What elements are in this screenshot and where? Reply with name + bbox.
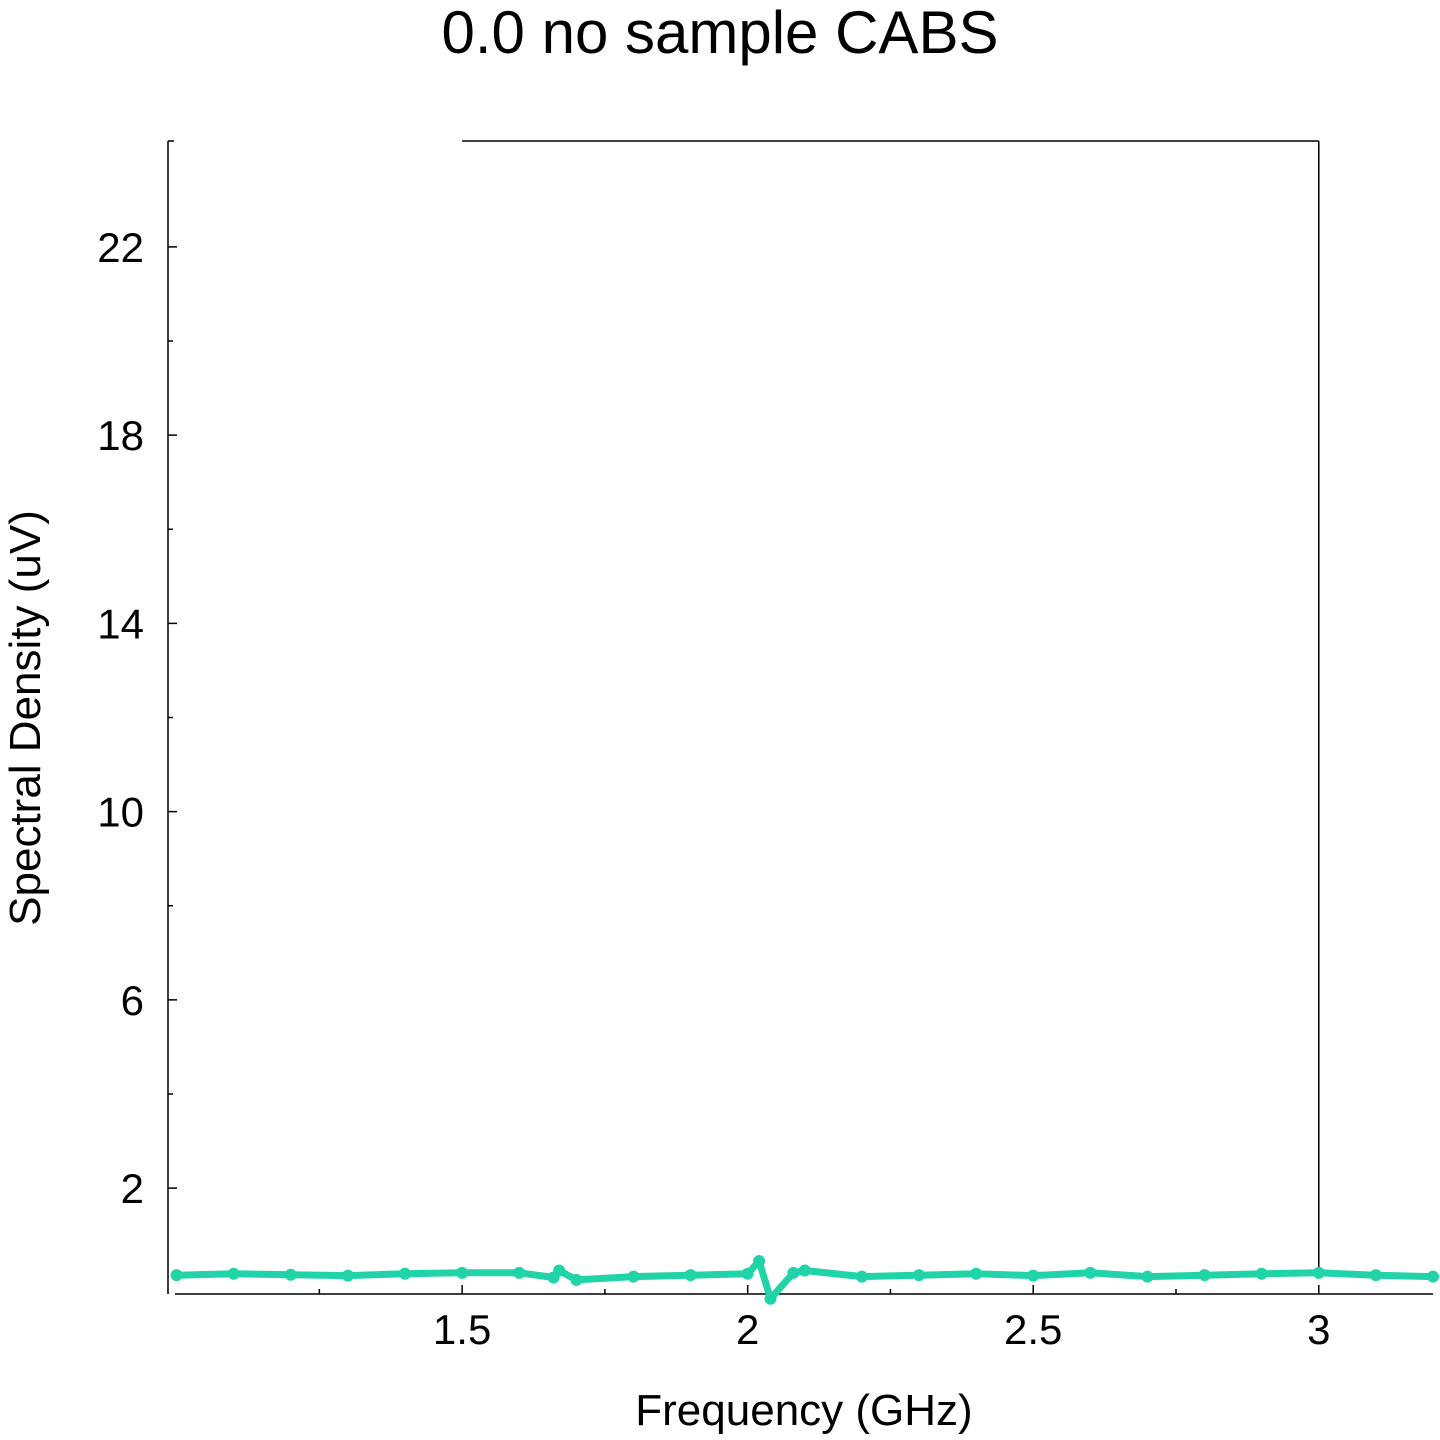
y-tick-label: 6	[121, 977, 144, 1024]
y-tick-label: 18	[97, 412, 144, 459]
data-point	[513, 1266, 526, 1279]
data-point	[627, 1270, 640, 1283]
data-point	[1084, 1266, 1097, 1279]
data-points	[170, 1255, 1439, 1305]
data-point	[284, 1268, 297, 1281]
data-point	[1427, 1270, 1439, 1283]
data-point	[570, 1273, 583, 1286]
data-point	[399, 1267, 412, 1280]
y-tick-label: 14	[97, 600, 144, 647]
data-point	[1141, 1270, 1154, 1283]
y-tick-label: 10	[97, 789, 144, 836]
data-point	[1198, 1269, 1211, 1282]
data-point	[553, 1264, 566, 1277]
x-tick-label: 3	[1307, 1306, 1330, 1353]
data-point	[787, 1266, 800, 1279]
plot-frame	[167, 140, 1433, 1295]
data-point	[227, 1267, 240, 1280]
data-point	[741, 1267, 754, 1280]
series-line	[173, 1257, 1437, 1303]
data-point	[855, 1270, 868, 1283]
data-point	[684, 1269, 697, 1282]
y-tick-label: 22	[97, 224, 144, 271]
data-point	[913, 1269, 926, 1282]
x-tick-label: 1.5	[433, 1306, 491, 1353]
data-point	[1369, 1269, 1382, 1282]
x-tick-label: 2	[736, 1306, 759, 1353]
data-point	[764, 1292, 777, 1305]
axis-ticks: 2 6 10 14 18 22 1.5 2 2.5 3	[97, 224, 1330, 1353]
data-point	[1027, 1269, 1040, 1282]
data-point	[456, 1266, 469, 1279]
y-axis-label: Spectral Density (uV)	[1, 510, 50, 926]
chart-title: 0.0 no sample CABS	[442, 0, 999, 66]
x-axis-label: Frequency (GHz)	[635, 1386, 972, 1435]
data-point	[1312, 1266, 1325, 1279]
data-point	[170, 1269, 183, 1282]
data-point	[970, 1267, 983, 1280]
data-point	[341, 1269, 354, 1282]
data-point	[1255, 1267, 1268, 1280]
data-point	[798, 1264, 811, 1277]
x-tick-label: 2.5	[1004, 1306, 1062, 1353]
data-point	[753, 1255, 766, 1268]
y-tick-label: 2	[121, 1165, 144, 1212]
